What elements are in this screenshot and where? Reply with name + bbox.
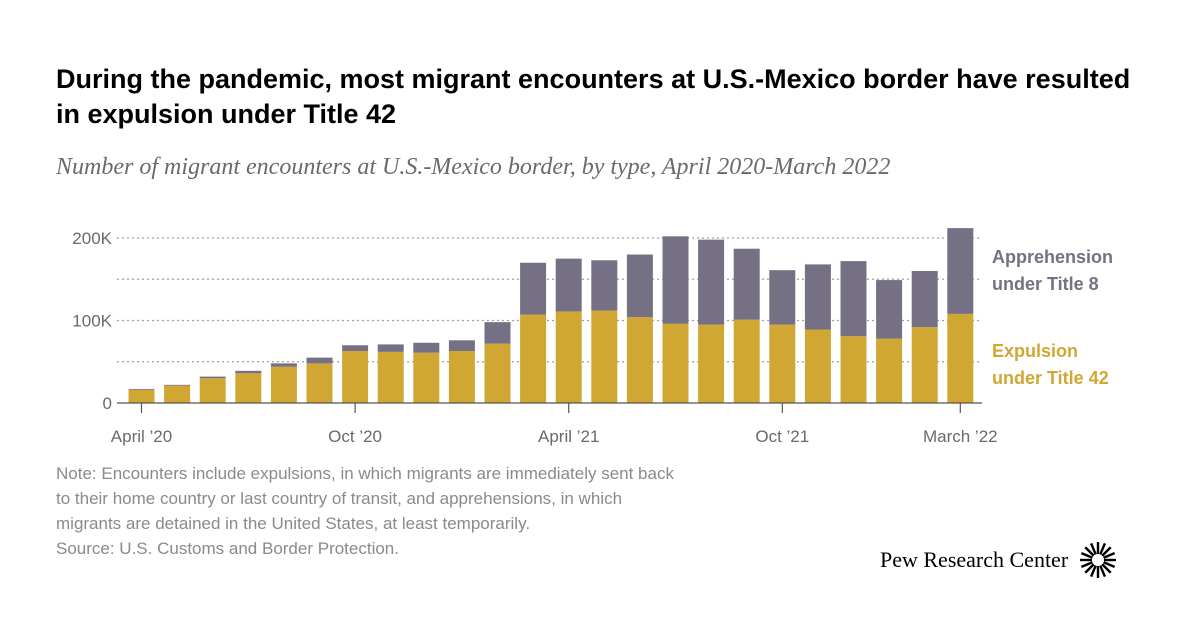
bar-apprehension-title-8 (698, 239, 725, 325)
y-tick-label: 0 (103, 394, 112, 413)
bar-expulsion-title-42 (377, 351, 404, 403)
bar-apprehension-title-8 (591, 260, 618, 311)
gridlines (117, 237, 982, 363)
bar-apprehension-title-8 (662, 236, 689, 324)
logo-ray (1101, 546, 1112, 557)
bar-expulsion-title-42 (306, 363, 333, 403)
chart-title: During the pandemic, most migrant encoun… (56, 64, 1131, 129)
legend-labels: Apprehension under Title 8 Expulsion under … (992, 247, 1113, 388)
bar-apprehension-title-8 (342, 345, 369, 352)
pew-sunburst-icon (1080, 542, 1117, 578)
bar-expulsion-title-42 (448, 351, 475, 403)
bar-expulsion-title-42 (164, 385, 191, 403)
bar-expulsion-title-42 (804, 329, 831, 403)
legend-expulsion-title-42-line: Expulsion (992, 341, 1078, 361)
logo-ray (1081, 561, 1094, 568)
logo-ray (1099, 565, 1107, 578)
logo-ray (1090, 565, 1097, 578)
bar-expulsion-title-42 (769, 324, 796, 403)
logo-text: Pew Research Center (880, 547, 1069, 572)
bar-expulsion-title-42 (662, 323, 689, 403)
notes-block: Note: Encounters include expulsions, in … (56, 461, 856, 561)
bar-expulsion-title-42 (840, 336, 867, 403)
bar-expulsion-title-42 (413, 352, 440, 403)
x-tick-label: Oct ’20 (328, 427, 382, 446)
logo-ray (1090, 542, 1097, 555)
bar-expulsion-title-42 (876, 338, 903, 403)
legend-expulsion-title-42: Expulsion under Title 42 (992, 341, 1109, 388)
bar-apprehension-title-8 (235, 370, 262, 374)
bar-apprehension-title-8 (911, 271, 938, 328)
bar-expulsion-title-42 (520, 314, 547, 403)
bar-apprehension-title-8 (413, 342, 440, 353)
x-tick-label: Oct ’21 (755, 427, 809, 446)
bar-expulsion-title-42 (733, 319, 760, 403)
bar-apprehension-title-8 (804, 264, 831, 330)
bar-apprehension-title-8 (128, 388, 155, 390)
bar-apprehension-title-8 (876, 280, 903, 339)
bar-expulsion-title-42 (698, 324, 725, 403)
y-tick-label: 100K (72, 312, 112, 331)
bar-expulsion-title-42 (199, 378, 226, 403)
axes: 0 100K 200K April ’20 Oct ’20 April ’21 Oct ’2… (72, 229, 997, 446)
x-tick-label: April ’21 (538, 427, 599, 446)
bar-apprehension-title-8 (555, 258, 582, 312)
y-tick-label: 200K (72, 229, 112, 248)
logo-ray (1101, 563, 1112, 574)
bar-expulsion-title-42 (342, 351, 369, 403)
bar-expulsion-title-42 (235, 373, 262, 403)
bar-apprehension-title-8 (164, 384, 191, 386)
bar-expulsion-title-42 (591, 310, 618, 403)
x-tick-label: March ’22 (923, 427, 998, 446)
bar-apprehension-title-8 (626, 254, 653, 318)
bar-apprehension-title-8 (377, 344, 404, 352)
x-tick-label: April ’20 (111, 427, 172, 446)
bar-apprehension-title-8 (947, 228, 974, 314)
bar-apprehension-title-8 (840, 261, 867, 337)
pew-logo: Pew Research Center (880, 540, 1118, 580)
source-line: Source: U.S. Customs and Border Protecti… (56, 539, 399, 558)
bar-apprehension-title-8 (270, 363, 297, 367)
bar-expulsion-title-42 (911, 327, 938, 403)
legend-apprehension-title-8-line: Apprehension (992, 247, 1113, 267)
bar-apprehension-title-8 (520, 262, 547, 315)
logo-ray (1099, 542, 1107, 555)
legend-apprehension-title-8-line: under Title 8 (992, 274, 1099, 294)
chart-subtitle: Number of migrant encounters at U.S.-Mex… (56, 154, 891, 180)
note-line: migrants are detained in the United Stat… (56, 514, 531, 533)
bars (128, 228, 974, 403)
legend-expulsion-title-42-line: under Title 42 (992, 368, 1109, 388)
bar-expulsion-title-42 (626, 317, 653, 403)
bar-expulsion-title-42 (128, 389, 155, 403)
bar-apprehension-title-8 (306, 357, 333, 364)
bar-apprehension-title-8 (448, 340, 475, 352)
logo-ray (1084, 546, 1095, 557)
logo-ray (1103, 561, 1116, 568)
logo-ray (1103, 552, 1116, 559)
bar-apprehension-title-8 (199, 376, 226, 379)
note-line: Note: Encounters include expulsions, in … (56, 464, 674, 483)
bar-apprehension-title-8 (484, 322, 511, 344)
logo-ray (1084, 563, 1095, 574)
bar-expulsion-title-42 (270, 366, 297, 403)
bar-apprehension-title-8 (733, 248, 760, 320)
legend-apprehension-title-8: Apprehension under Title 8 (992, 247, 1113, 294)
bar-expulsion-title-42 (555, 311, 582, 403)
bar-apprehension-title-8 (769, 270, 796, 325)
bar-expulsion-title-42 (947, 313, 974, 403)
logo-ray (1081, 552, 1094, 559)
note-line: to their home country or last country of… (56, 489, 623, 508)
bar-expulsion-title-42 (484, 343, 511, 403)
